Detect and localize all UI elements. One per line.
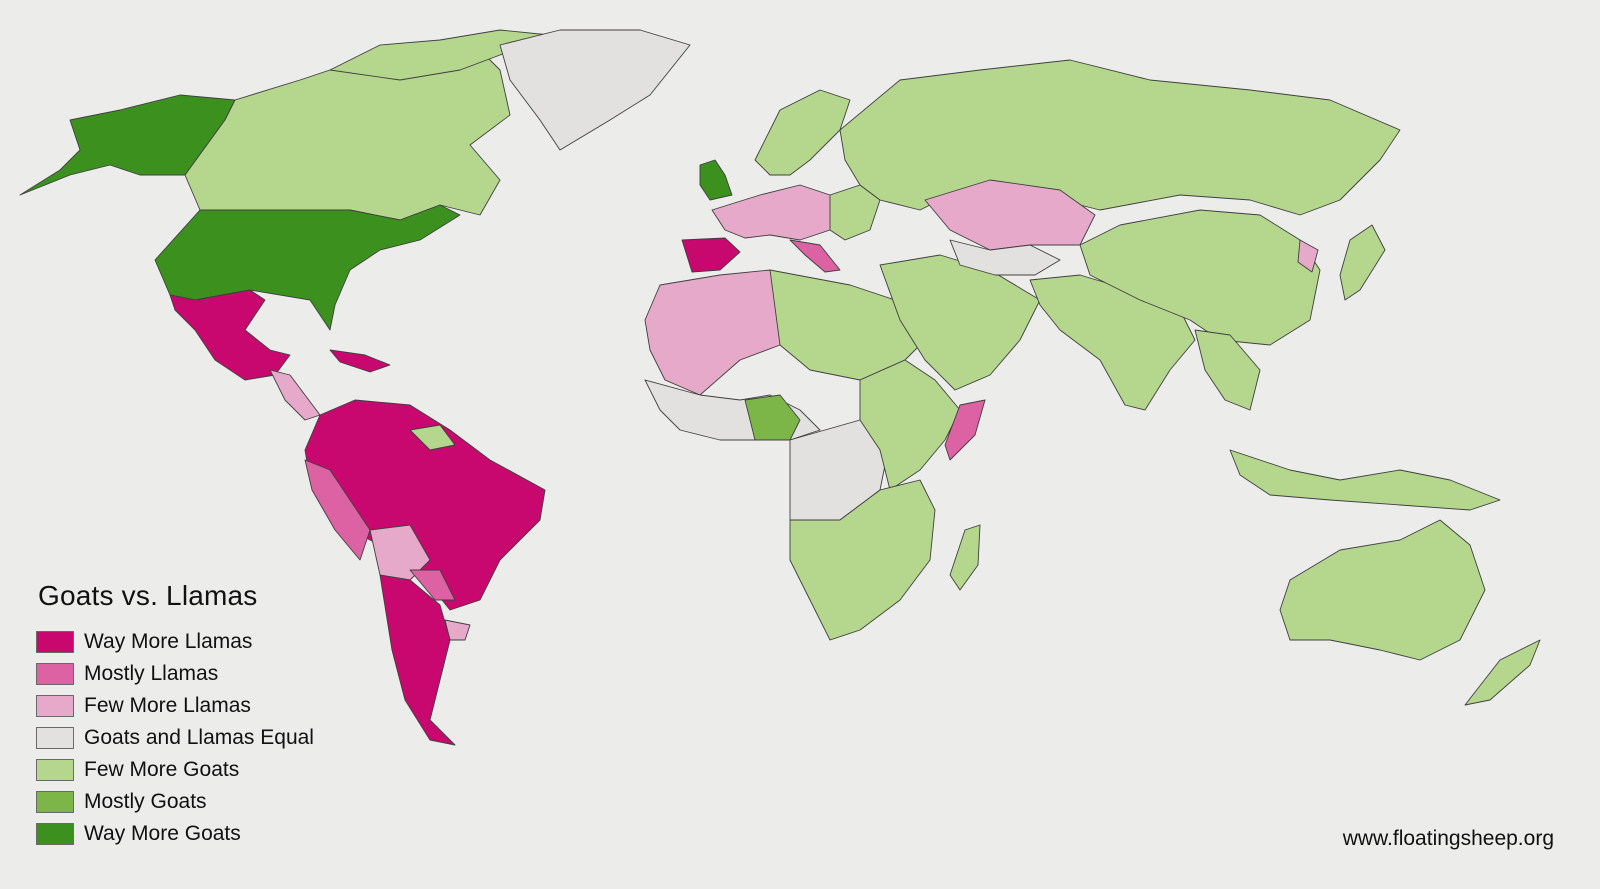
china-region xyxy=(1079,209,1321,346)
greenland-region xyxy=(499,29,691,151)
legend-swatch xyxy=(36,631,74,653)
scandinavia-region xyxy=(754,89,851,176)
italy-balkans-region xyxy=(789,239,841,273)
map-legend: Goats vs. Llamas Way More Llamas Mostly L… xyxy=(36,580,314,850)
central-america-region xyxy=(269,369,321,421)
somalia-region xyxy=(944,399,986,461)
japan-region xyxy=(1339,224,1386,301)
legend-title: Goats vs. Llamas xyxy=(38,580,258,611)
source-credit: www.floatingsheep.org xyxy=(1342,827,1554,850)
legend-label: Few More Llamas xyxy=(84,694,251,717)
legend-swatch xyxy=(36,791,74,813)
peru-region xyxy=(304,459,371,561)
australia-region xyxy=(1279,519,1486,661)
central-asia-region xyxy=(949,239,1061,276)
legend-label: Way More Llamas xyxy=(84,630,253,653)
east-africa-region xyxy=(859,359,961,491)
legend-item-way-more-goats: Way More Goats xyxy=(36,818,314,850)
legend-swatch xyxy=(36,823,74,845)
legend-swatch xyxy=(36,695,74,717)
madagascar-region xyxy=(949,524,981,591)
uk-region xyxy=(699,159,733,201)
legend-item-mostly-llamas: Mostly Llamas xyxy=(36,658,314,690)
paraguay-region xyxy=(409,569,456,601)
legend-label: Goats and Llamas Equal xyxy=(84,726,314,749)
legend-item-few-more-llamas: Few More Llamas xyxy=(36,690,314,722)
caribbean-region xyxy=(329,349,391,373)
indonesia-region xyxy=(1229,449,1501,511)
alaska-region xyxy=(19,94,236,196)
southern-cone-region xyxy=(379,574,456,746)
mexico-region xyxy=(169,289,291,381)
legend-item-equal: Goats and Llamas Equal xyxy=(36,722,314,754)
legend-label: Way More Goats xyxy=(84,822,241,845)
korea-region xyxy=(1297,239,1319,273)
legend-item-way-more-llamas: Way More Llamas xyxy=(36,626,314,658)
legend-label: Mostly Llamas xyxy=(84,662,219,685)
russia-region xyxy=(839,59,1401,216)
north-africa-west-region xyxy=(644,269,781,396)
legend-label: Mostly Goats xyxy=(84,790,207,813)
guianas-region xyxy=(409,424,456,451)
legend-item-mostly-goats: Mostly Goats xyxy=(36,786,314,818)
legend-item-few-more-goats: Few More Goats xyxy=(36,754,314,786)
legend-swatch xyxy=(36,663,74,685)
legend-items: Way More Llamas Mostly Llamas Few More Lla… xyxy=(36,626,314,850)
southeast-asia-region xyxy=(1194,329,1261,411)
legend-label: Few More Goats xyxy=(84,758,240,781)
spain-region xyxy=(681,237,741,273)
nigeria-region xyxy=(744,394,801,441)
southern-africa-region xyxy=(789,479,936,641)
western-europe-region xyxy=(711,184,846,241)
legend-swatch xyxy=(36,759,74,781)
legend-swatch xyxy=(36,727,74,749)
new-zealand-region xyxy=(1464,639,1541,706)
